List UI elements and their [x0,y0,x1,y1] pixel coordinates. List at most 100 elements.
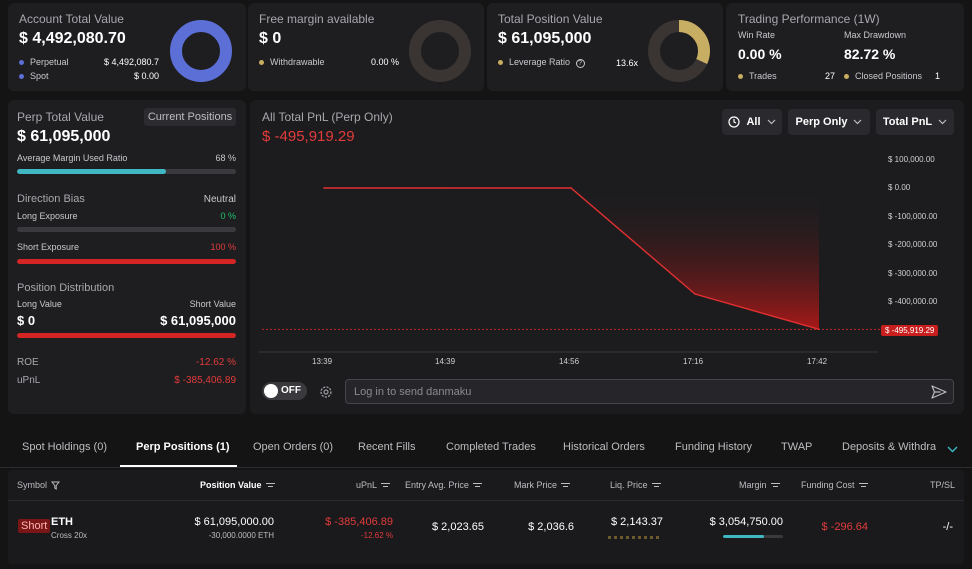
tab-deposits-withdrawals[interactable]: Deposits & Withdrаw [842,441,936,453]
header-position-value[interactable]: Position Value [200,480,275,490]
table-header-divider [8,500,964,501]
gear-icon[interactable] [319,385,333,399]
header-mark-price[interactable]: Mark Price [514,480,571,490]
filter-icon[interactable] [51,481,61,490]
danmaku-toggle[interactable]: OFF [262,382,307,400]
upnl-row: uPnL $ -385,406.89 [17,375,236,386]
tpsl-cell[interactable]: -/- [942,521,953,533]
sort-icon[interactable] [561,482,571,489]
account-total-card: Account Total Value $ 4,492,080.70 Perpe… [8,3,246,91]
tab-recent-fills[interactable]: Recent Fills [358,441,416,453]
position-distribution-label: Position Distribution [17,282,115,294]
chevron-down-icon[interactable] [947,446,958,453]
position-size: -30,000.0000 ETH [208,531,274,540]
tab-historical-orders[interactable]: Historical Orders [563,441,645,453]
sort-icon[interactable] [651,482,661,489]
withdrawable-dot [259,60,264,66]
mark-price: $ 2,036.6 [528,521,574,533]
header-entry-price-label: Entry Avg. Price [405,480,469,490]
symbol-name[interactable]: ETH [51,516,73,528]
closed-dot [844,74,849,80]
pnl-title: All Total PnL (Perp Only) [262,110,393,124]
danmaku-input[interactable]: Log in to send danmaku [345,379,954,404]
trades-dot [738,74,743,80]
time-range-label: All [746,116,761,128]
upnl-percent: -12.62 % [360,531,393,540]
sort-icon[interactable] [472,482,482,489]
tab-funding-history[interactable]: Funding History [675,441,753,453]
header-position-value-label: Position Value [200,480,262,490]
tab-twap[interactable]: TWAP [781,441,813,453]
y-tick-label: $ 100,000.00 [888,154,935,164]
max-drawdown-value: 82.72 % [844,46,896,62]
sort-icon[interactable] [858,482,868,489]
header-margin-label: Margin [739,480,767,490]
positions-table [8,470,964,564]
pnl-point [818,328,820,331]
performance-title: Trading Performance (1W) [738,12,880,26]
help-icon[interactable]: ? [575,59,585,68]
header-funding-cost[interactable]: Funding Cost [801,480,868,490]
perp-total-title: Perp Total Value [17,110,104,124]
free-margin-title: Free margin available [259,12,375,26]
y-tick-label: $ -300,000.00 [888,268,938,278]
tab-perp-positions[interactable]: Perp Positions (1) [136,441,230,453]
y-tick-label: $ -400,000.00 [888,297,938,306]
liq-price: $ 2,143.37 [611,516,663,528]
x-tick-label: 17:42 [807,357,828,366]
direction-bias-row: Direction Bias Neutral [17,193,236,205]
perpetual-row: Perpetual $ 4,492,080.7 [19,57,159,67]
metric-dropdown[interactable]: Total PnL [876,109,954,135]
long-value-label: Long Value [17,299,62,309]
header-upnl-label: uPnL [356,480,378,490]
leverage-dot [498,60,503,66]
short-exposure-label: Short Exposure [17,242,80,252]
short-exposure-row: Short Exposure 100 % [17,242,236,252]
closed-positions-label: Closed Positions [855,71,923,81]
sort-icon[interactable] [265,482,275,489]
scope-label: Perp Only [795,116,848,128]
spot-label: Spot [30,71,49,81]
short-exposure-value: 100 % [210,242,236,252]
current-positions-button[interactable]: Current Positions [144,108,236,126]
sort-icon[interactable] [770,482,780,489]
win-rate-label: Win Rate [738,30,776,40]
short-value: $ 61,095,000 [160,313,236,328]
spot-dot [19,74,24,80]
distribution-bar [17,333,236,338]
header-tpsl: TP/SL [930,480,956,490]
y-tick-label: $ 0.00 [888,183,911,192]
chevron-down-icon [854,119,862,125]
tab-spot-holdings[interactable]: Spot Holdings (0) [22,441,107,453]
leverage-row: Leverage Ratio ? 13.6x [498,57,638,68]
pnl-point [446,187,448,189]
perp-total-value: $ 61,095,000 [17,128,111,145]
liq-risk-indicator [608,536,662,539]
header-upnl[interactable]: uPnL [356,480,391,490]
chevron-down-icon [767,119,775,125]
sort-icon[interactable] [381,482,391,489]
scope-dropdown[interactable]: Perp Only [788,109,870,135]
tab-completed-trades[interactable]: Completed Trades [446,441,536,453]
chevron-down-icon [938,119,947,125]
pnl-point [570,187,572,189]
time-range-dropdown[interactable]: All [722,109,782,135]
withdrawable-label: Withdrawable [270,57,325,67]
x-tick-label: 13:39 [312,357,333,366]
header-symbol[interactable]: Symbol [17,480,61,490]
send-icon[interactable] [931,385,947,399]
roe-label: ROE [17,357,39,368]
header-symbol-label: Symbol [17,480,48,490]
free-margin-donut-chart [409,20,471,82]
margin-cell: $ 3,054,750.00 [709,516,783,528]
header-liq-price-label: Liq. Price [610,480,648,490]
header-liq-price[interactable]: Liq. Price [610,480,661,490]
margin-mode: Cross 20x [51,531,88,540]
tab-open-orders[interactable]: Open Orders (0) [253,441,334,453]
avg-margin-value: 68 % [215,153,236,163]
header-margin[interactable]: Margin [739,480,780,490]
long-value: $ 0 [17,313,36,328]
header-entry-price[interactable]: Entry Avg. Price [405,480,482,490]
leverage-label: Leverage Ratio [509,57,571,67]
